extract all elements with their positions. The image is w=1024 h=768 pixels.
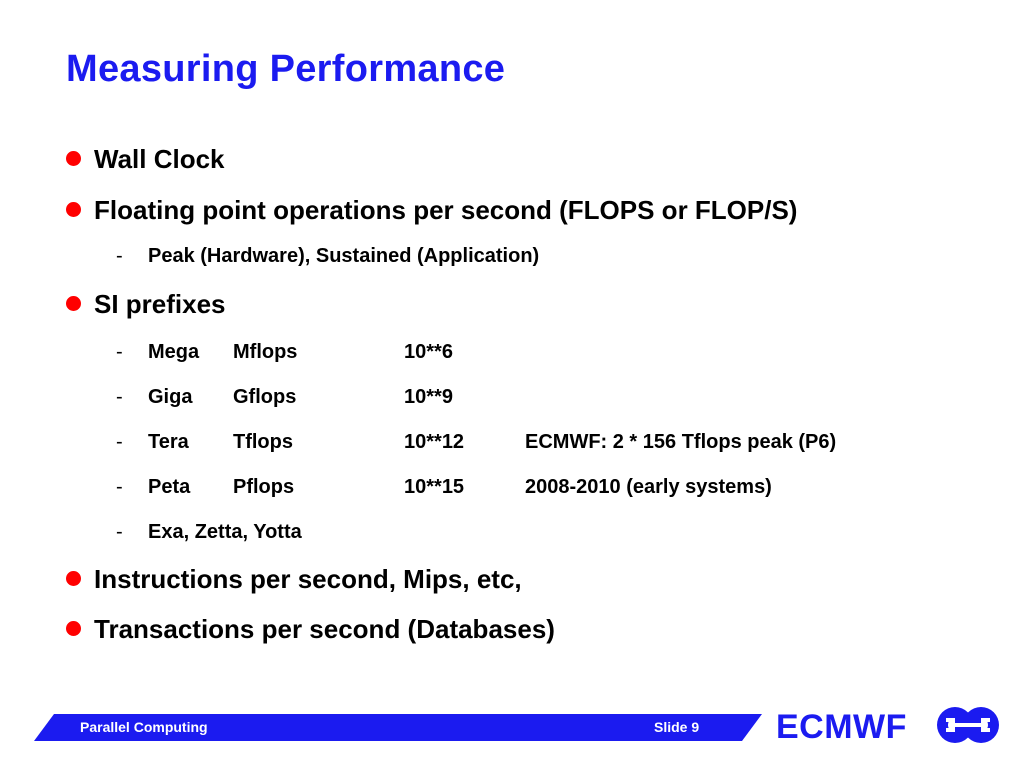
- sub-bullet-item: - Peak (Hardware), Sustained (Application…: [116, 245, 539, 268]
- bullet-item: Floating point operations per second (FL…: [66, 195, 797, 226]
- bullet-item: Transactions per second (Databases): [66, 614, 555, 645]
- footer-course-title: Parallel Computing: [80, 719, 208, 735]
- dash-marker: -: [116, 341, 123, 363]
- sub-bullet-text: Exa, Zetta, Yotta: [148, 521, 302, 543]
- bullet-text: SI prefixes: [94, 289, 226, 319]
- prefix-unit: Gflops: [233, 386, 297, 408]
- bullet-text: Floating point operations per second (FL…: [94, 195, 798, 225]
- bullet-item: Wall Clock: [66, 144, 225, 175]
- prefix-name: Tera: [148, 431, 189, 453]
- prefix-unit: Mflops: [233, 341, 298, 363]
- bullet-dot-icon: [66, 621, 81, 636]
- prefix-power: 10**15: [404, 476, 465, 498]
- bullet-dot-icon: [66, 202, 81, 217]
- bullet-text: Wall Clock: [94, 144, 225, 174]
- dash-marker: -: [116, 431, 123, 453]
- prefix-power: 10**12: [404, 431, 465, 453]
- footer-bar: [34, 714, 762, 741]
- prefix-unit: Pflops: [233, 476, 295, 498]
- sub-bullet-item: - Exa, Zetta, Yotta: [116, 521, 302, 544]
- prefix-power: 10**9: [404, 386, 453, 408]
- bullet-text: Transactions per second (Databases): [94, 614, 555, 644]
- dash-marker: -: [116, 521, 123, 543]
- prefix-unit: Tflops: [233, 431, 293, 453]
- bullet-dot-icon: [66, 296, 81, 311]
- dash-marker: -: [116, 476, 123, 498]
- prefix-row: - Peta Pflops 10**15 2008-2010 (early system…: [116, 476, 772, 499]
- prefix-name: Mega: [148, 341, 200, 363]
- prefix-power: 10**6: [404, 341, 453, 363]
- prefix-note: ECMWF: 2 * 156 Tflops peak (P6): [525, 431, 837, 453]
- ecmwf-wordmark: ECMWF: [776, 708, 907, 746]
- sub-bullet-text: Peak (Hardware), Sustained (Application): [148, 245, 540, 267]
- bullet-item: SI prefixes: [66, 289, 226, 320]
- dash-marker: -: [116, 245, 123, 267]
- prefix-name: Peta: [148, 476, 191, 498]
- prefix-row: - Mega Mflops 10**6: [116, 341, 525, 364]
- prefix-row: - Tera Tflops 10**12 ECMWF: 2 * 156 Tflops p…: [116, 431, 836, 454]
- bullet-item: Instructions per second, Mips, etc,: [66, 564, 522, 595]
- bullet-dot-icon: [66, 151, 81, 166]
- ecmwf-logo-icon: [937, 707, 999, 743]
- slide-title: Measuring Performance: [66, 48, 506, 90]
- prefix-name: Giga: [148, 386, 193, 408]
- prefix-row: - Giga Gflops 10**9: [116, 386, 525, 409]
- slide-number: Slide 9: [654, 719, 700, 735]
- bullet-text: Instructions per second, Mips, etc,: [94, 564, 522, 594]
- prefix-note: 2008-2010 (early systems): [525, 476, 772, 498]
- bullet-dot-icon: [66, 571, 81, 586]
- dash-marker: -: [116, 386, 123, 408]
